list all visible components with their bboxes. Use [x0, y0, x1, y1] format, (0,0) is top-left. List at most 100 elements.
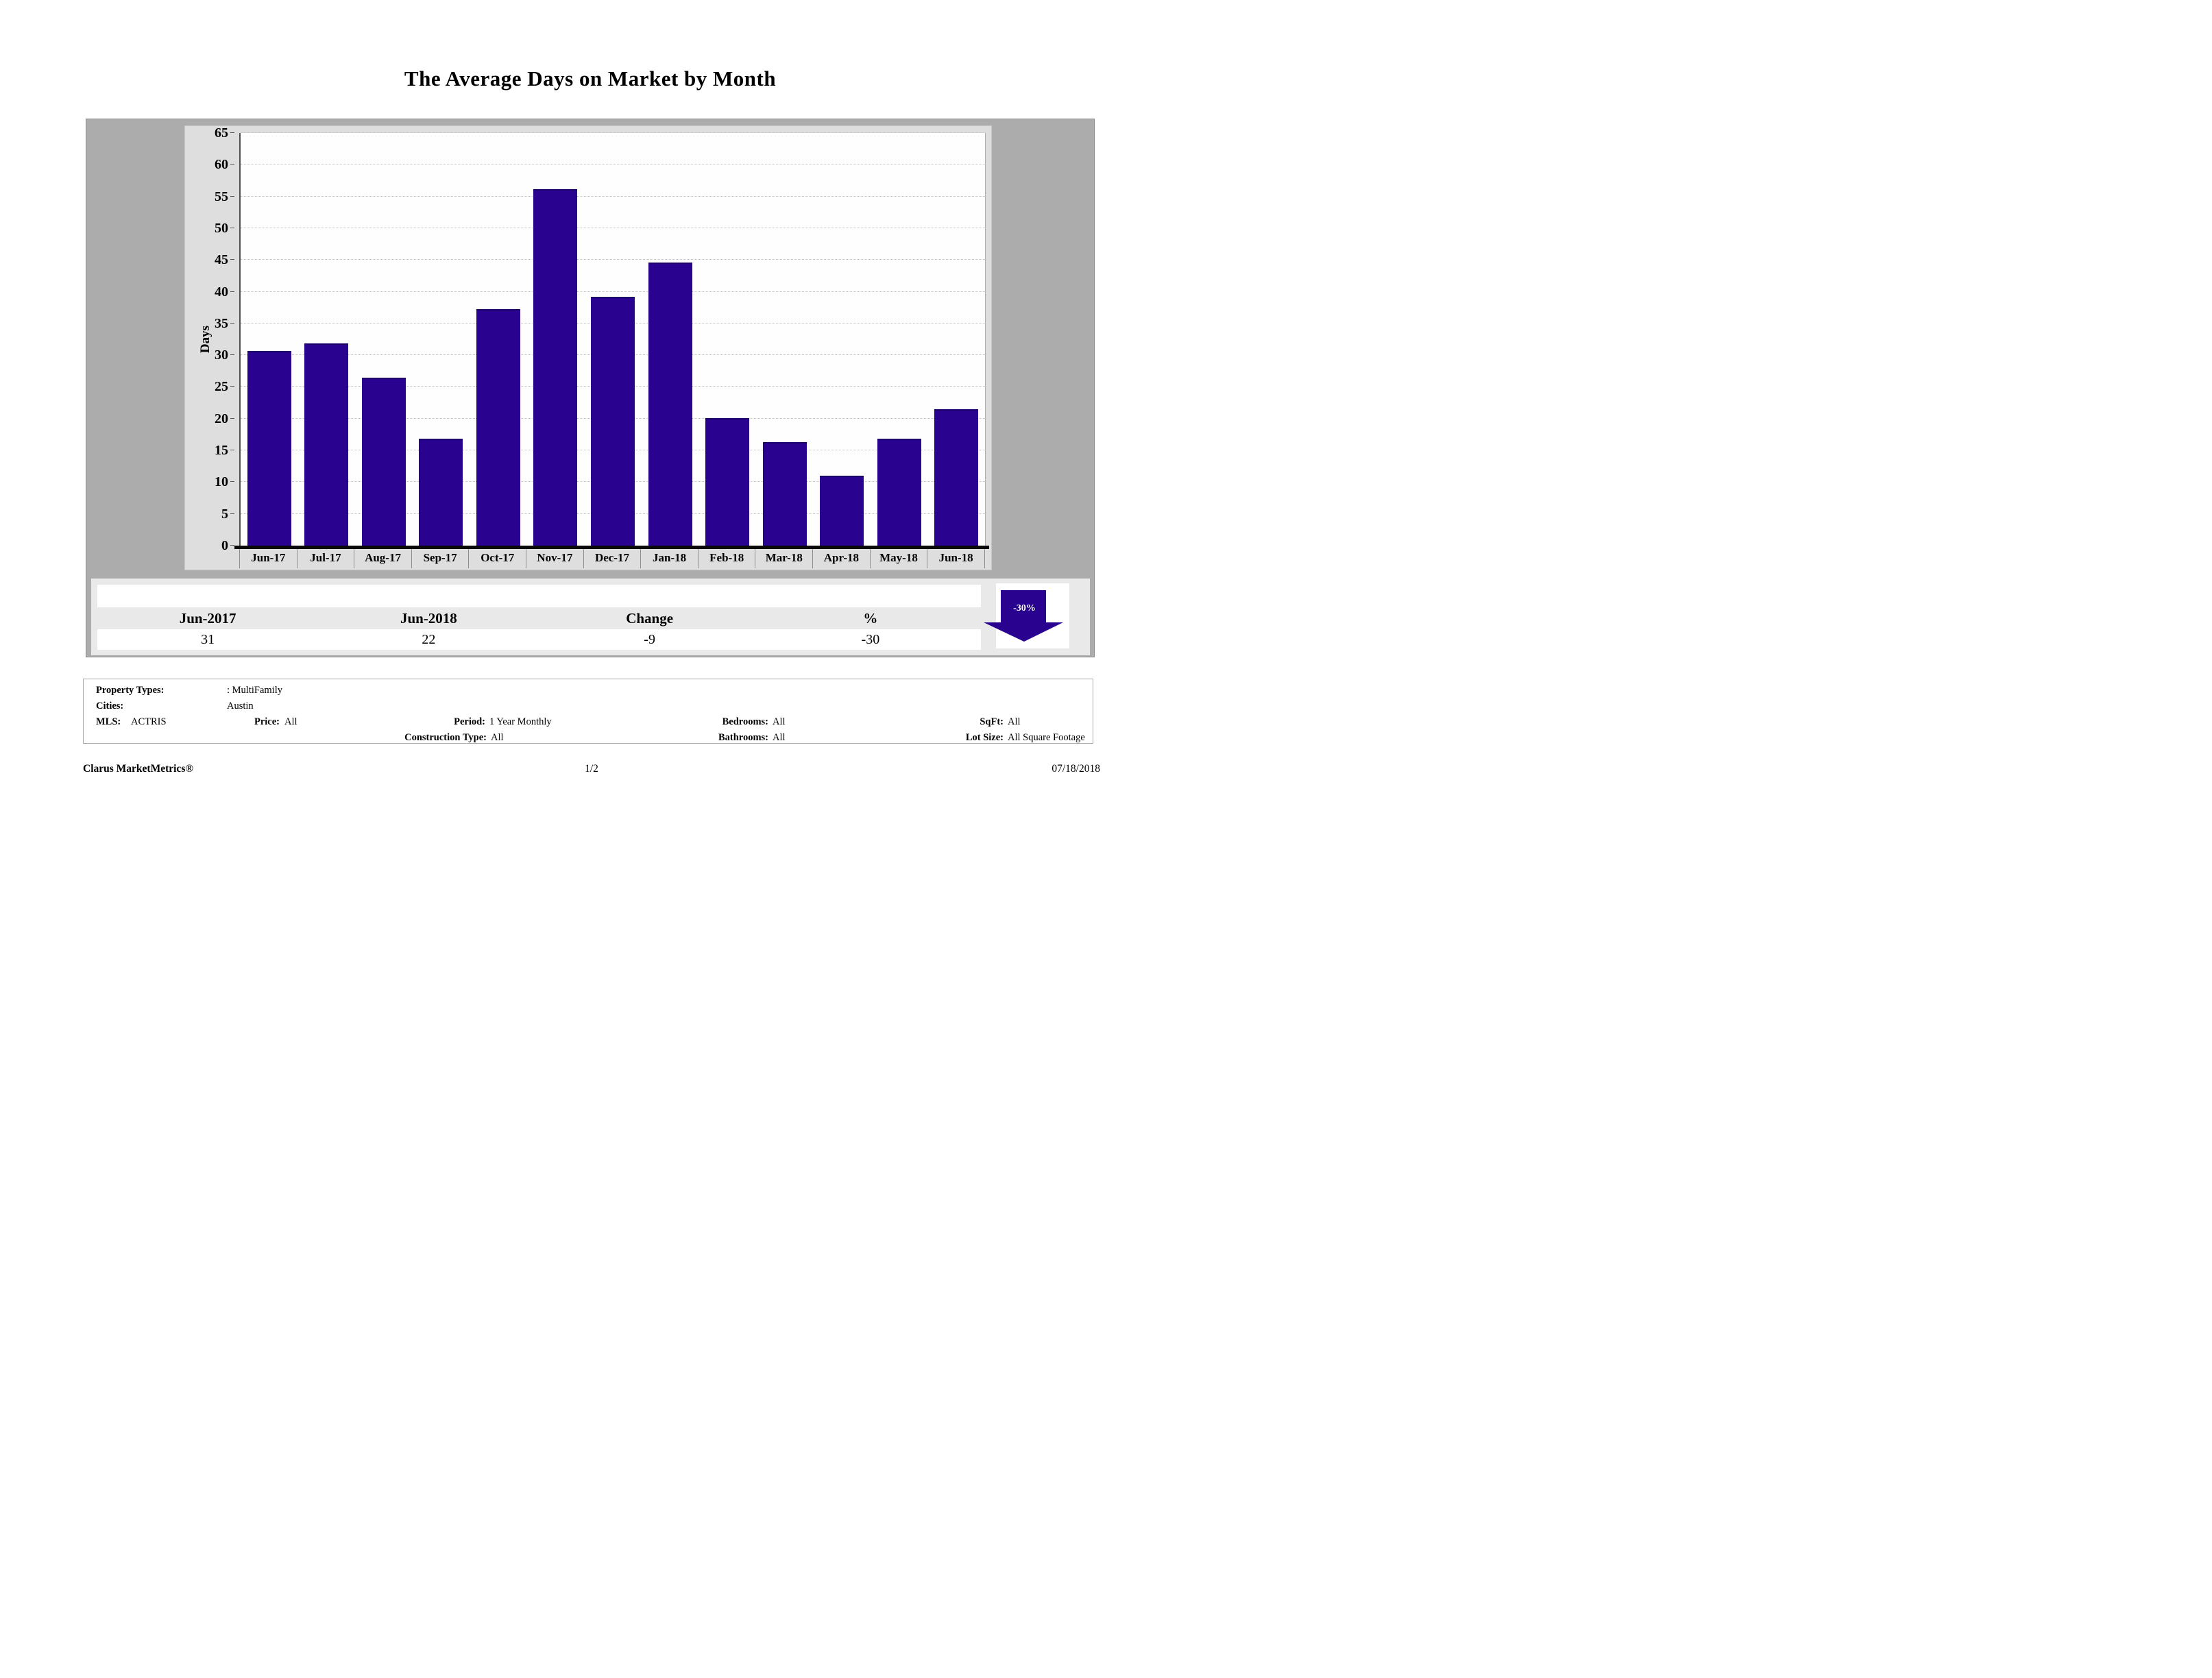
y-tick-label-45: 45: [215, 252, 228, 268]
y-tick-mark-20: [230, 417, 234, 419]
chart-outer-panel: Days 0 5 10 15 20 25 30 35 40 45 50 55 60 65 Jun-17 Ju…: [86, 119, 1095, 657]
mls-label: MLS:: [96, 716, 121, 727]
x-label-jun-17: Jun-17: [239, 549, 297, 568]
period-label: Period:: [454, 716, 485, 727]
x-axis-line: [234, 546, 989, 549]
y-tick-mark-25: [230, 386, 234, 387]
trend-arrow-box: -30%: [984, 583, 1069, 648]
gridline-65: [241, 132, 985, 133]
summary-values-row: 31 22 -9 -30: [97, 629, 981, 650]
price-value: All: [284, 716, 297, 727]
property-types-label: Property Types:: [96, 685, 165, 696]
x-label-jul-17: Jul-17: [296, 549, 354, 568]
x-label-aug-17: Aug-17: [354, 549, 411, 568]
bar-jun-17: [247, 351, 291, 546]
bar-jan-18: [648, 263, 692, 546]
y-tick-mark-60: [230, 164, 234, 165]
summary-value-change: -9: [644, 632, 655, 647]
bar-jul-17: [304, 343, 348, 546]
bar-apr-18: [820, 476, 864, 546]
footer-page-number: 1/2: [585, 763, 598, 775]
x-label-may-18: May-18: [869, 549, 927, 568]
y-tick-mark-5: [230, 513, 234, 514]
summary-header-jun2017: Jun-2017: [179, 610, 236, 627]
y-tick-mark-55: [230, 195, 234, 197]
y-tick-mark-45: [230, 259, 234, 260]
x-label-mar-18: Mar-18: [755, 549, 812, 568]
bedrooms-value: All: [773, 716, 786, 727]
x-label-oct-17: Oct-17: [468, 549, 526, 568]
construction-type-label: Construction Type:: [404, 732, 487, 743]
gridline-45: [241, 259, 985, 260]
mls-value: ACTRIS: [131, 716, 167, 727]
bar-jun-18: [934, 409, 978, 546]
cities-label: Cities:: [96, 701, 124, 712]
y-tick-mark-65: [230, 132, 234, 133]
x-label-jun-18: Jun-18: [927, 549, 984, 568]
y-tick-label-55: 55: [215, 189, 228, 204]
gridline-55: [241, 195, 985, 197]
bathrooms-value: All: [773, 732, 786, 743]
down-arrow-icon: [984, 590, 1063, 642]
y-tick-label-65: 65: [215, 125, 228, 141]
plot-area: [239, 132, 986, 546]
x-label-nov-17: Nov-17: [526, 549, 583, 568]
period-value: 1 Year Monthly: [489, 716, 552, 727]
x-label-dec-17: Dec-17: [583, 549, 641, 568]
x-label-apr-18: Apr-18: [812, 549, 870, 568]
x-axis-labels: Jun-17 Jul-17 Aug-17 Sep-17 Oct-17 Nov-17 Dec-…: [239, 549, 985, 568]
lot-size-value: All Square Footage: [1008, 732, 1085, 743]
trend-arrow-label: -30%: [1013, 603, 1036, 613]
bathrooms-label: Bathrooms:: [718, 732, 768, 743]
y-tick-label-35: 35: [215, 315, 228, 331]
summary-value-jun2017: 31: [201, 632, 215, 647]
bedrooms-label: Bedrooms:: [722, 716, 768, 727]
y-tick-mark-35: [230, 322, 234, 324]
bar-oct-17: [476, 309, 520, 546]
y-tick-label-15: 15: [215, 443, 228, 459]
y-tick-label-60: 60: [215, 157, 228, 173]
lot-size-label: Lot Size:: [965, 732, 1004, 743]
report-page: The Average Days on Market by Month Days…: [0, 0, 1106, 839]
x-label-jan-18: Jan-18: [640, 549, 698, 568]
y-tick-label-5: 5: [221, 506, 228, 522]
y-tick-mark-10: [230, 481, 234, 483]
sqft-label: SqFt:: [980, 716, 1004, 727]
summary-header-percent: %: [863, 610, 878, 627]
y-tick-label-25: 25: [215, 379, 228, 395]
y-tick-label-50: 50: [215, 220, 228, 236]
y-tick-mark-40: [230, 291, 234, 292]
bar-feb-18: [705, 418, 749, 546]
bar-may-18: [877, 439, 921, 546]
filters-box: Property Types: : MultiFamily Cities: Au…: [83, 679, 1093, 744]
gridline-60: [241, 164, 985, 165]
summary-header-jun2018: Jun-2018: [400, 610, 457, 627]
summary-table-panel: Jun-2017 Jun-2018 Change % 31 22 -9 -30 …: [91, 579, 1090, 655]
sqft-value: All: [1008, 716, 1021, 727]
footer-date: 07/18/2018: [1052, 763, 1100, 775]
bar-nov-17: [533, 189, 577, 546]
bar-dec-17: [591, 297, 635, 546]
summary-blank-row: [97, 585, 981, 607]
property-types-value: : MultiFamily: [227, 685, 282, 696]
chart-panel: Days 0 5 10 15 20 25 30 35 40 45 50 55 60 65 Jun-17 Ju…: [184, 125, 992, 570]
price-label: Price:: [254, 716, 280, 727]
summary-value-jun2018: 22: [422, 632, 436, 647]
page-footer: Clarus MarketMetrics® 1/2 07/18/2018: [83, 763, 1100, 778]
y-tick-mark-0: [230, 545, 234, 546]
bar-mar-18: [763, 442, 807, 546]
y-tick-label-40: 40: [215, 284, 228, 300]
page-title: The Average Days on Market by Month: [404, 66, 777, 90]
gridline-40: [241, 291, 985, 292]
summary-header-row: Jun-2017 Jun-2018 Change %: [97, 607, 981, 629]
y-tick-mark-30: [230, 354, 234, 356]
y-axis-ticks: 0 5 10 15 20 25 30 35 40 45 50 55 60 65: [189, 126, 234, 552]
y-tick-label-10: 10: [215, 474, 228, 490]
footer-brand: Clarus MarketMetrics®: [83, 763, 193, 775]
x-label-feb-18: Feb-18: [697, 549, 755, 568]
cities-value: Austin: [227, 701, 254, 712]
y-tick-label-20: 20: [215, 411, 228, 426]
y-tick-label-30: 30: [215, 348, 228, 363]
summary-value-percent: -30: [861, 632, 880, 647]
summary-header-change: Change: [626, 610, 674, 627]
